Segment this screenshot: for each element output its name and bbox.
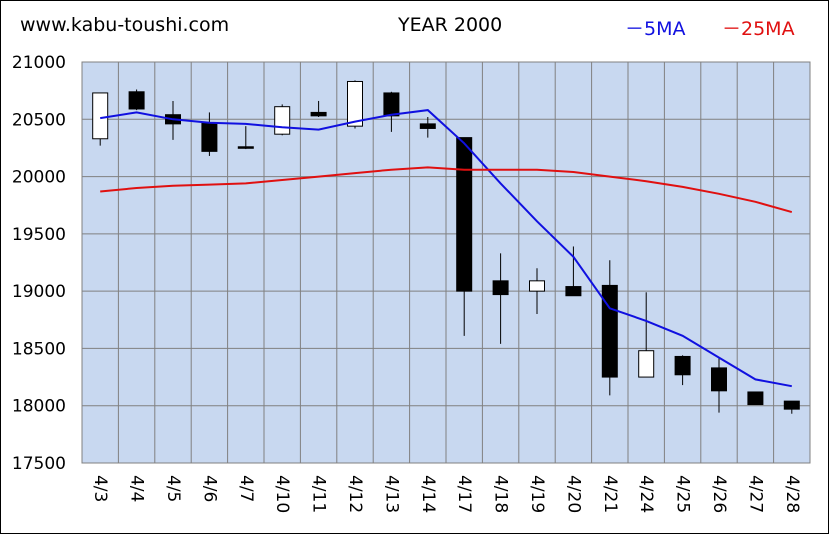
candle-body bbox=[601, 284, 618, 378]
x-tick-label: 4/21 bbox=[600, 475, 620, 513]
site-label: www.kabu-toushi.com bbox=[20, 14, 230, 36]
y-tick-label: 19500 bbox=[12, 225, 66, 245]
y-tick-label: 19000 bbox=[12, 282, 66, 302]
candle-body bbox=[638, 350, 655, 378]
candle-body bbox=[237, 146, 254, 149]
x-tick-label: 4/18 bbox=[491, 475, 511, 513]
y-tick-label: 20000 bbox=[12, 168, 66, 188]
x-tick-label: 4/12 bbox=[345, 475, 365, 513]
x-tick-label: 4/24 bbox=[636, 475, 656, 513]
x-tick-label: 4/4 bbox=[127, 475, 147, 502]
y-tick-label: 18000 bbox=[12, 397, 66, 417]
x-tick-label: 4/11 bbox=[309, 475, 329, 513]
candle-body bbox=[492, 280, 509, 296]
x-tick-label: 4/27 bbox=[745, 475, 765, 513]
x-tick-label: 4/17 bbox=[454, 475, 474, 513]
candle-body bbox=[92, 92, 109, 140]
x-tick-label: 4/28 bbox=[782, 475, 802, 513]
ma-line-5ma bbox=[100, 109, 792, 388]
candle-body bbox=[747, 391, 764, 406]
x-tick-label: 4/14 bbox=[418, 475, 438, 513]
chart-title: YEAR 2000 bbox=[398, 14, 503, 36]
candle-body bbox=[128, 91, 145, 110]
candle-body bbox=[310, 111, 327, 117]
x-tick-label: 4/13 bbox=[381, 475, 401, 513]
legend-25ma: －25MA bbox=[722, 18, 795, 40]
candle-body bbox=[565, 286, 582, 297]
y-tick-label: 21000 bbox=[12, 53, 66, 73]
candle-body bbox=[456, 137, 473, 292]
x-tick-label: 4/19 bbox=[527, 475, 547, 513]
candle-body bbox=[347, 80, 363, 127]
candle-body bbox=[383, 92, 400, 117]
candle-body bbox=[674, 355, 691, 376]
x-tick-label: 4/26 bbox=[709, 475, 729, 513]
candle-body bbox=[201, 122, 218, 152]
candle-body bbox=[783, 400, 800, 410]
x-tick-label: 4/10 bbox=[272, 475, 292, 513]
candle-body bbox=[711, 367, 727, 392]
x-tick-label: 4/25 bbox=[673, 475, 693, 513]
x-tick-label: 4/3 bbox=[90, 475, 110, 502]
candle-body bbox=[274, 106, 291, 135]
x-tick-label: 4/6 bbox=[199, 475, 219, 502]
y-tick-label: 18500 bbox=[12, 339, 66, 359]
y-tick-label: 20500 bbox=[12, 110, 66, 130]
x-tick-label: 4/5 bbox=[163, 475, 183, 502]
candle-body bbox=[419, 123, 436, 129]
x-tick-label: 4/7 bbox=[236, 475, 256, 502]
y-tick-label: 17500 bbox=[12, 454, 66, 474]
ma-line-25ma bbox=[100, 166, 793, 214]
legend-5ma: －5MA bbox=[625, 18, 686, 40]
x-tick-label: 4/20 bbox=[563, 475, 583, 513]
candle-body bbox=[529, 280, 545, 292]
